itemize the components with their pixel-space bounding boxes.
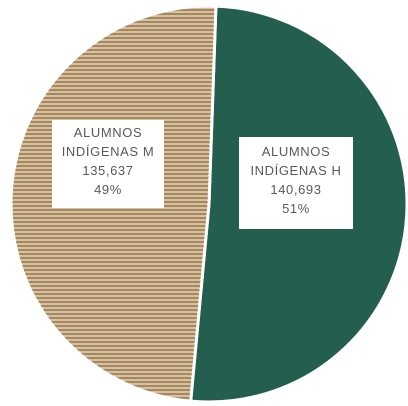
data-label-percent: 49%	[94, 182, 122, 197]
data-label-value: 140,693	[270, 182, 322, 197]
data-label-indigenas-m: ALUMNOS INDÍGENAS M 135,637 49%	[52, 120, 164, 208]
data-label-value: 135,637	[82, 163, 134, 178]
data-label-category-line2: INDÍGENAS M	[61, 144, 155, 159]
data-label-indigenas-h: ALUMNOS INDÍGENAS H 140,693 51%	[239, 137, 353, 229]
data-label-category-line1: ALUMNOS	[73, 125, 143, 140]
data-label-category-line2: INDÍGENAS H	[250, 163, 342, 178]
data-label-category-line1: ALUMNOS	[261, 144, 331, 159]
data-label-percent: 51%	[282, 201, 310, 216]
